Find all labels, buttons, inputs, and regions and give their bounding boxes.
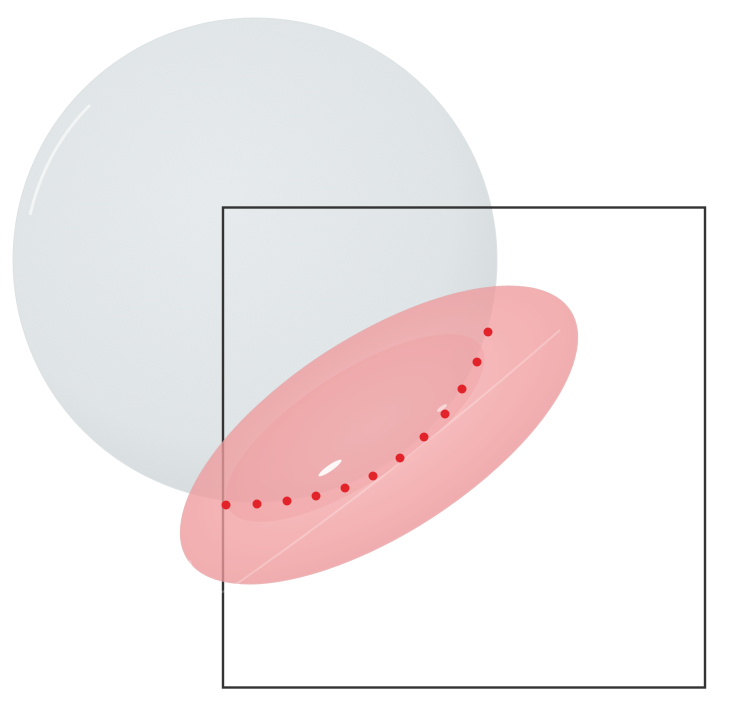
curve-dot	[311, 491, 321, 501]
curve-dot	[340, 483, 350, 493]
curve-dot	[457, 384, 467, 394]
curve-dot	[252, 499, 262, 509]
curve-dot	[282, 496, 292, 506]
intersection-curve	[221, 327, 493, 510]
curve-dot	[368, 471, 378, 481]
curve-dot	[472, 357, 482, 367]
curve-dot	[221, 500, 231, 510]
curve-dot	[395, 453, 405, 463]
curve-dot	[419, 432, 429, 442]
curve-dot	[440, 409, 450, 419]
curve-dot	[483, 327, 493, 337]
